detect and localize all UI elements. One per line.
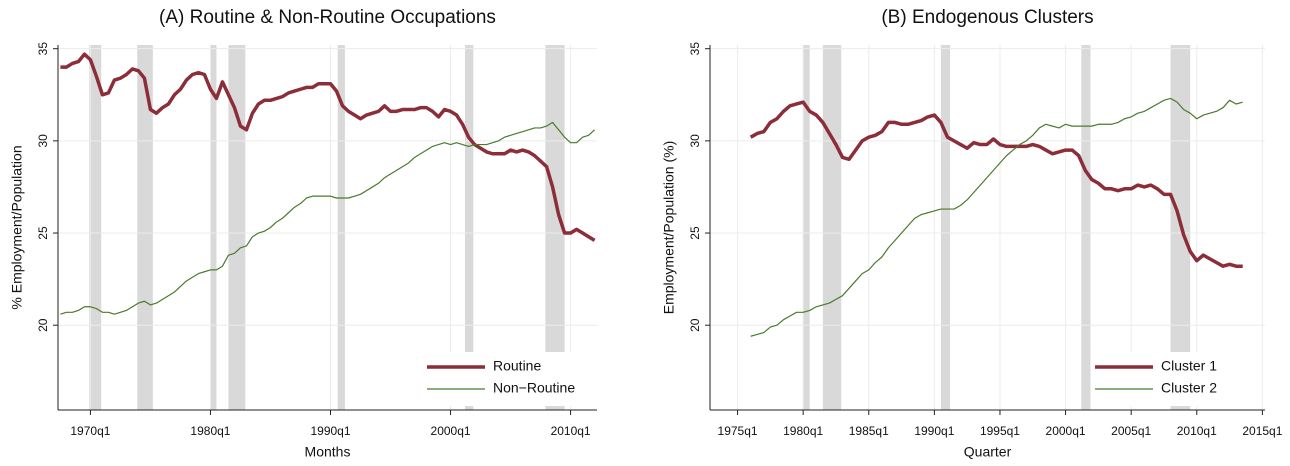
x-tick-label: 1980q1 [783,424,823,438]
recession-band [545,45,565,410]
recession-band [464,45,474,410]
x-tick-label: 2010q1 [551,424,591,438]
legend-box [1091,352,1261,406]
x-tick-label: 2015q1 [1242,424,1282,438]
x-tick-label: 2000q1 [431,424,471,438]
legend-label: Routine [493,358,541,374]
recession-band [822,45,842,410]
recession-band [1081,45,1091,410]
recession-band [337,45,345,410]
y-tick-label: 20 [36,318,50,332]
series-line [749,100,1243,268]
x-tick-label: 1970q1 [70,424,110,438]
y-axis-label: % Employment/Population [9,145,25,309]
legend-label: Non−Routine [493,380,575,396]
recession-band [940,45,951,410]
x-tick-label: 2000q1 [1046,424,1086,438]
x-tick-label: 1980q1 [190,424,230,438]
recession-band [137,45,153,410]
y-tick-label: 35 [36,42,50,56]
y-tick-label: 30 [36,134,50,148]
chart-title: (A) Routine & Non-Routine Occupations [159,7,496,28]
recession-band [228,45,246,410]
chart-title: (B) Endogenous Clusters [881,7,1093,28]
recession-band [89,45,102,410]
y-tick-label: 35 [688,42,702,56]
legend-box [423,352,593,406]
legend-label: Cluster 2 [1161,380,1217,396]
recession-band [803,45,810,410]
series-line [60,52,596,242]
y-axis-label: Employment/Population (%) [661,141,677,315]
y-tick-label: 30 [688,134,702,148]
x-axis-label: Months [305,444,351,460]
x-tick-label: 1985q1 [849,424,889,438]
y-tick-label: 25 [36,226,50,240]
x-tick-label: 2005q1 [1111,424,1151,438]
y-tick-label: 20 [688,318,702,332]
x-tick-label: 1990q1 [914,424,954,438]
x-tick-label: 1995q1 [980,424,1020,438]
x-axis-label: Quarter [964,444,1012,460]
series-line [60,121,596,315]
x-tick-label: 1975q1 [718,424,758,438]
legend-label: Cluster 1 [1161,358,1217,374]
series-line [750,97,1243,337]
x-tick-label: 1990q1 [310,424,350,438]
recession-band [210,45,217,410]
y-tick-label: 25 [688,226,702,240]
x-tick-label: 2010q1 [1177,424,1217,438]
